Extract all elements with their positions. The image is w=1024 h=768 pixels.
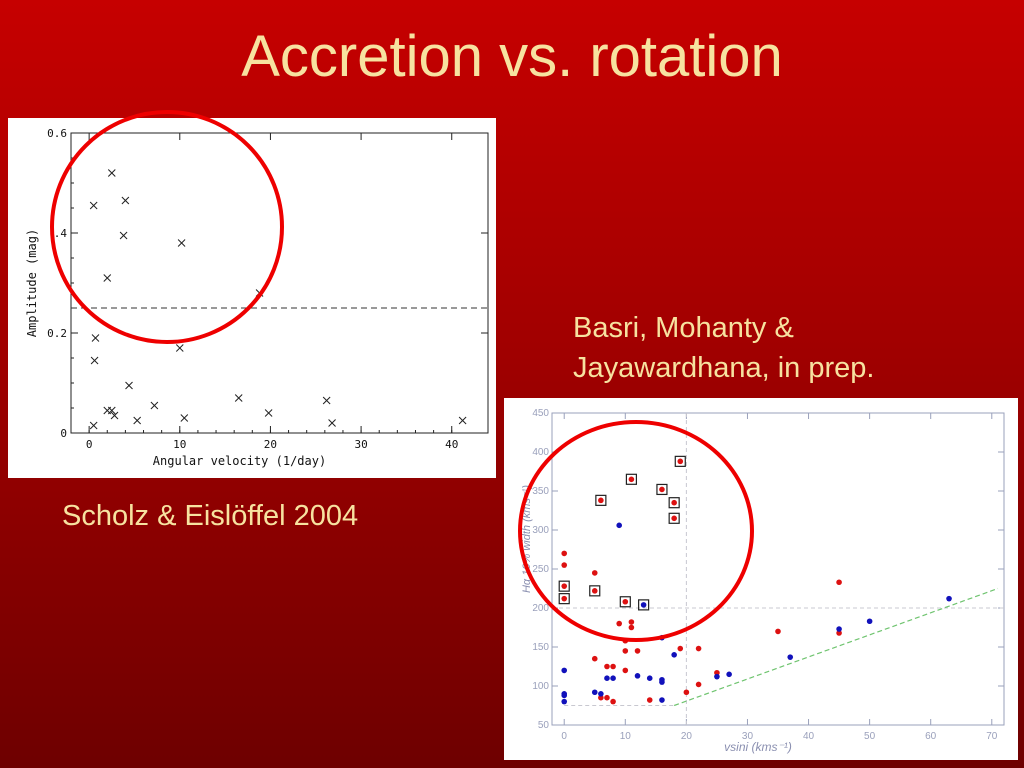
chart2-y-tick-label: 150 bbox=[532, 642, 549, 653]
chart2-blue-point bbox=[604, 675, 610, 681]
chart2-blue-point bbox=[591, 689, 598, 696]
chart2-x-tick-label: 10 bbox=[620, 731, 632, 742]
chart2-x-axis-label: vsini (kms⁻¹) bbox=[724, 740, 792, 754]
chart2-x-tick-label: 50 bbox=[864, 731, 876, 742]
chart2-red-point bbox=[836, 630, 842, 636]
chart1-x-tick-label: 30 bbox=[354, 438, 367, 451]
chart2-red-point bbox=[775, 628, 781, 635]
chart2-red-point bbox=[598, 694, 604, 701]
chart2-blue-point bbox=[714, 673, 720, 680]
highlight-circle-left bbox=[50, 110, 284, 344]
chart1-point bbox=[322, 396, 331, 405]
chart2-x-tick-label: 0 bbox=[561, 731, 567, 742]
chart2-blue-point bbox=[946, 595, 952, 602]
chart2-red-point bbox=[610, 698, 616, 705]
chart2-red-point bbox=[695, 681, 702, 688]
chart2-red-point bbox=[714, 669, 720, 676]
chart2-blue-point bbox=[659, 697, 665, 703]
chart2-y-tick-label: 200 bbox=[532, 603, 549, 614]
chart2-red-point bbox=[610, 663, 616, 670]
chart2-blue-point bbox=[836, 626, 842, 632]
chart1-point bbox=[91, 334, 100, 342]
chart1-point bbox=[328, 419, 336, 427]
slide-title: Accretion vs. rotation bbox=[241, 24, 783, 89]
highlight-circle-right bbox=[518, 420, 754, 642]
chart2-blue-point bbox=[646, 675, 653, 681]
caption-right-line2: Jayawardhana, in prep. bbox=[573, 352, 875, 384]
chart2-x-tick-label: 20 bbox=[681, 731, 693, 742]
chart1-point bbox=[125, 381, 133, 390]
chart1-point bbox=[175, 344, 184, 352]
chart1-point bbox=[90, 356, 99, 365]
chart2-red-point bbox=[646, 697, 653, 703]
chart2-red-point bbox=[604, 663, 610, 670]
chart2-blue-point bbox=[561, 667, 568, 674]
chart1-x-tick-label: 40 bbox=[445, 438, 458, 451]
chart2-blue-point bbox=[671, 652, 677, 658]
chart1-x-axis-label: Angular velocity (1/day) bbox=[153, 454, 326, 468]
chart2-blue-point bbox=[787, 654, 794, 660]
chart1-y-tick-label: 0.2 bbox=[47, 327, 67, 340]
chart1-x-tick-label: 20 bbox=[264, 438, 277, 451]
chart2-blue-point bbox=[610, 675, 616, 681]
chart2-x-tick-label: 40 bbox=[803, 731, 815, 742]
chart2-trend-line bbox=[673, 587, 999, 707]
chart2-blue-point bbox=[561, 698, 568, 705]
chart2-red-point bbox=[634, 648, 641, 654]
chart2-red-point bbox=[591, 655, 598, 662]
chart2-blue-point bbox=[634, 673, 641, 679]
chart1-x-tick-label: 0 bbox=[86, 438, 93, 451]
chart2-y-tick-label: 400 bbox=[532, 447, 549, 458]
chart2-blue-point bbox=[726, 671, 732, 678]
caption-left: Scholz & Eislöffel 2004 bbox=[62, 500, 359, 532]
chart1-point bbox=[133, 416, 142, 425]
chart2-red-point bbox=[695, 645, 702, 652]
chart2-x-tick-label: 60 bbox=[925, 731, 937, 742]
chart1-y-axis-label: Amplitude (mag) bbox=[25, 229, 39, 337]
chart1-point bbox=[458, 416, 467, 425]
chart2-red-point bbox=[836, 579, 842, 586]
chart1-point bbox=[150, 401, 159, 410]
chart2-red-point bbox=[683, 689, 690, 696]
chart2-y-tick-label: 450 bbox=[532, 408, 549, 419]
chart2-red-point bbox=[622, 648, 629, 654]
chart1-point bbox=[180, 414, 189, 422]
chart1-point bbox=[264, 409, 273, 417]
chart1-x-tick-label: 10 bbox=[173, 438, 186, 451]
chart2-blue-point bbox=[561, 692, 568, 699]
chart1-point bbox=[89, 421, 98, 430]
caption-right-line1: Basri, Mohanty & bbox=[573, 312, 794, 344]
chart2-red-point bbox=[604, 694, 610, 701]
chart1-point bbox=[107, 406, 116, 415]
chart1-point bbox=[110, 411, 119, 420]
chart2-y-tick-label: 100 bbox=[532, 681, 549, 692]
chart2-x-tick-label: 30 bbox=[742, 731, 754, 742]
chart2-blue-point bbox=[659, 679, 665, 685]
chart2-red-point bbox=[677, 645, 684, 652]
chart1-y-tick-label: 0 bbox=[60, 427, 67, 440]
chart2-red-point bbox=[622, 667, 629, 674]
chart2-blue-point bbox=[866, 618, 873, 625]
chart1-point bbox=[234, 394, 243, 402]
chart2-y-tick-label: 50 bbox=[538, 720, 550, 731]
chart1-y-tick-label: 0.6 bbox=[47, 127, 67, 140]
chart2-x-tick-label: 70 bbox=[986, 731, 998, 742]
chart2-blue-point bbox=[598, 691, 604, 697]
